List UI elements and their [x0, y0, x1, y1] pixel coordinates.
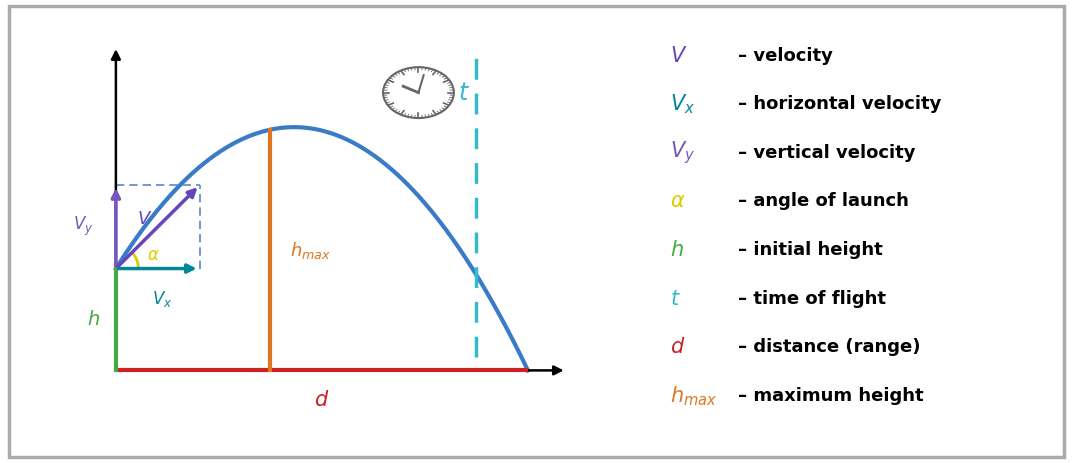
- Text: $\mathit{V}$: $\mathit{V}$: [670, 45, 687, 66]
- Text: $\mathit{t}$: $\mathit{t}$: [670, 288, 680, 309]
- Text: $\mathit{h}$: $\mathit{h}$: [670, 240, 684, 260]
- Text: – angle of launch: – angle of launch: [738, 193, 909, 210]
- Text: $\mathit{V_y}$: $\mathit{V_y}$: [73, 215, 93, 238]
- Text: – time of flight: – time of flight: [738, 290, 886, 307]
- Text: $\mathit{\alpha}$: $\mathit{\alpha}$: [670, 191, 685, 212]
- Text: – velocity: – velocity: [738, 47, 833, 64]
- Text: $\mathit{V_y}$: $\mathit{V_y}$: [670, 139, 694, 166]
- Text: – initial height: – initial height: [738, 241, 883, 259]
- Text: – distance (range): – distance (range): [738, 338, 921, 356]
- Text: $\mathit{d}$: $\mathit{d}$: [670, 337, 685, 357]
- Text: – horizontal velocity: – horizontal velocity: [738, 95, 942, 113]
- Text: – maximum height: – maximum height: [738, 387, 924, 405]
- Text: $\mathit{V_x}$: $\mathit{V_x}$: [151, 289, 172, 309]
- Text: $\mathit{d}$: $\mathit{d}$: [314, 390, 329, 411]
- Text: $\mathit{h_{max}}$: $\mathit{h_{max}}$: [290, 239, 330, 261]
- Text: $\mathit{V_x}$: $\mathit{V_x}$: [670, 93, 694, 116]
- Text: – vertical velocity: – vertical velocity: [738, 144, 915, 162]
- Text: $\mathit{h}$: $\mathit{h}$: [87, 310, 100, 329]
- Text: $\mathit{h_{max}}$: $\mathit{h_{max}}$: [670, 384, 717, 407]
- Text: $\mathit{\alpha}$: $\mathit{\alpha}$: [147, 246, 160, 263]
- Text: $\mathit{V}$: $\mathit{V}$: [137, 210, 152, 227]
- Text: $\mathit{t}$: $\mathit{t}$: [458, 81, 470, 105]
